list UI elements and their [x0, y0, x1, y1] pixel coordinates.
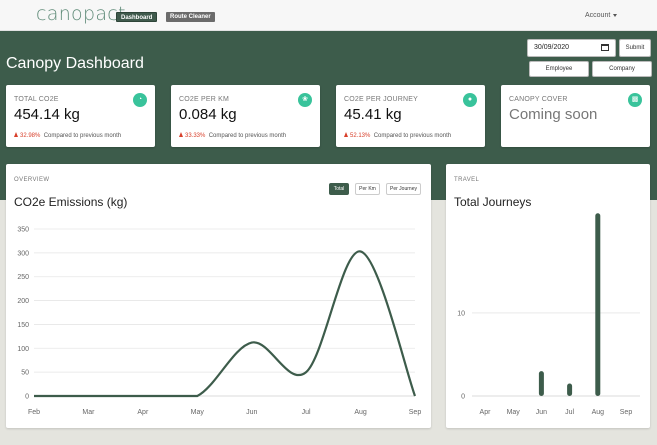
panel-tag: OVERVIEW	[14, 177, 50, 183]
page-title: Canopy Dashboard	[6, 55, 144, 72]
card-value: Coming soon	[509, 106, 598, 123]
submit-button[interactable]: Submit	[619, 39, 651, 57]
leaf-icon: ❀	[298, 93, 312, 107]
card-delta: 52.13% Compared to previous month	[344, 132, 451, 139]
co2e-per-km-card: CO2E PER KM 0.084 kg 33.33% Compared to …	[171, 85, 320, 147]
toggle-per-journey[interactable]: Per Journey	[386, 183, 421, 195]
date-value: 30/09/2020	[534, 44, 570, 51]
canopy-cover-card: CANOPY COVER Coming soon ▩	[501, 85, 650, 147]
company-button[interactable]: Company	[592, 61, 652, 77]
travel-panel: TRAVEL Total Journeys	[446, 164, 650, 428]
employee-button[interactable]: Employee	[529, 61, 589, 77]
account-menu[interactable]: Account	[585, 12, 618, 19]
arrow-up-icon	[14, 132, 18, 137]
date-input[interactable]: 30/09/2020	[527, 39, 616, 57]
card-value: 0.084 kg	[179, 106, 237, 123]
account-label: Account	[585, 12, 611, 19]
card-value: 454.14 kg	[14, 106, 80, 123]
toggle-total[interactable]: Total	[329, 183, 349, 195]
panel-title: Total Journeys	[454, 195, 532, 209]
gauge-icon: ◔	[133, 93, 147, 107]
overview-panel: OVERVIEW CO2e Emissions (kg)	[6, 164, 431, 428]
card-delta: 33.33% Compared to previous month	[179, 132, 286, 139]
calendar-icon[interactable]	[601, 44, 609, 51]
caret-down-icon	[613, 13, 618, 17]
card-title: TOTAL CO2E	[14, 96, 59, 103]
nav-dashboard-button[interactable]: Dashboard	[116, 12, 158, 22]
nav-route-cleaner-button[interactable]: Route Cleaner	[166, 12, 215, 22]
panel-tag: TRAVEL	[454, 177, 480, 183]
card-value: 45.41 kg	[344, 106, 402, 123]
card-delta: 32.98% Compared to previous month	[14, 132, 121, 139]
card-title: CO2E PER JOURNEY	[344, 96, 418, 103]
arrow-up-icon	[344, 132, 348, 137]
card-title: CANOPY COVER	[509, 96, 568, 103]
canopact-logo[interactable]: canopact	[36, 3, 126, 25]
toggle-per-km[interactable]: Per Km	[355, 183, 380, 195]
co2e-per-journey-card: CO2E PER JOURNEY 45.41 kg 52.13% Compare…	[336, 85, 485, 147]
bar-chart-icon: ▩	[628, 93, 642, 107]
total-co2e-card: TOTAL CO2E 454.14 kg 32.98% Compared to …	[6, 85, 155, 147]
panel-title: CO2e Emissions (kg)	[14, 195, 128, 209]
top-navbar: canopact Dashboard Route Cleaner Account	[0, 0, 657, 31]
map-pin-icon: ●	[463, 93, 477, 107]
card-title: CO2E PER KM	[179, 96, 230, 103]
arrow-up-icon	[179, 132, 183, 137]
